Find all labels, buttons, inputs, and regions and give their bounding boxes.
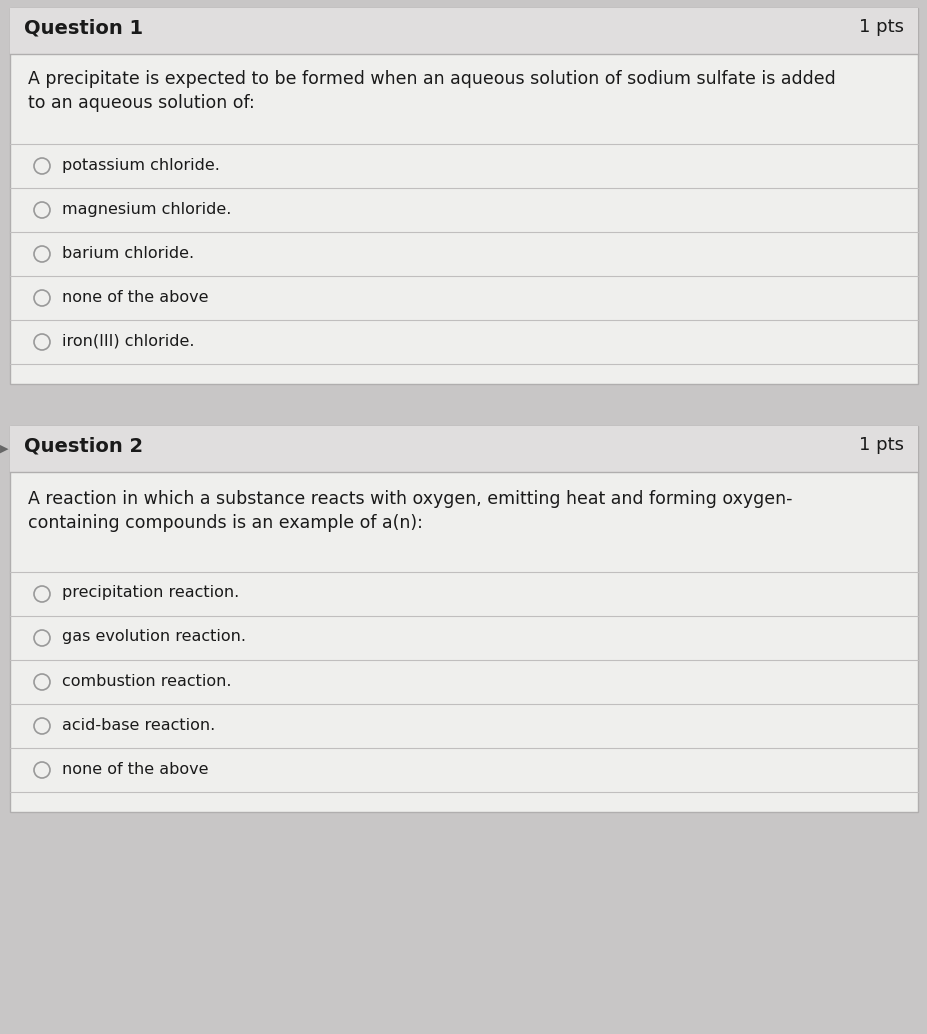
Text: 1 pts: 1 pts	[858, 436, 903, 454]
Text: precipitation reaction.: precipitation reaction.	[62, 585, 239, 601]
Text: Question 1: Question 1	[24, 18, 143, 37]
Text: none of the above: none of the above	[62, 290, 209, 304]
Text: Question 2: Question 2	[24, 436, 143, 455]
Text: 1 pts: 1 pts	[858, 18, 903, 36]
Text: acid-base reaction.: acid-base reaction.	[62, 718, 215, 732]
Text: ▶: ▶	[0, 444, 8, 454]
FancyBboxPatch shape	[10, 8, 917, 384]
Text: gas evolution reaction.: gas evolution reaction.	[62, 630, 246, 644]
Text: potassium chloride.: potassium chloride.	[62, 157, 220, 173]
Text: combustion reaction.: combustion reaction.	[62, 673, 231, 689]
Text: magnesium chloride.: magnesium chloride.	[62, 202, 231, 216]
FancyBboxPatch shape	[10, 8, 917, 54]
Text: iron(III) chloride.: iron(III) chloride.	[62, 334, 195, 348]
Text: barium chloride.: barium chloride.	[62, 245, 194, 261]
Text: A reaction in which a substance reacts with oxygen, emitting heat and forming ox: A reaction in which a substance reacts w…	[28, 490, 792, 508]
FancyBboxPatch shape	[10, 426, 917, 472]
FancyBboxPatch shape	[10, 426, 917, 812]
Text: to an aqueous solution of:: to an aqueous solution of:	[28, 94, 255, 112]
Text: none of the above: none of the above	[62, 761, 209, 777]
Text: A precipitate is expected to be formed when an aqueous solution of sodium sulfat: A precipitate is expected to be formed w…	[28, 70, 835, 88]
Text: containing compounds is an example of a(n):: containing compounds is an example of a(…	[28, 514, 423, 533]
